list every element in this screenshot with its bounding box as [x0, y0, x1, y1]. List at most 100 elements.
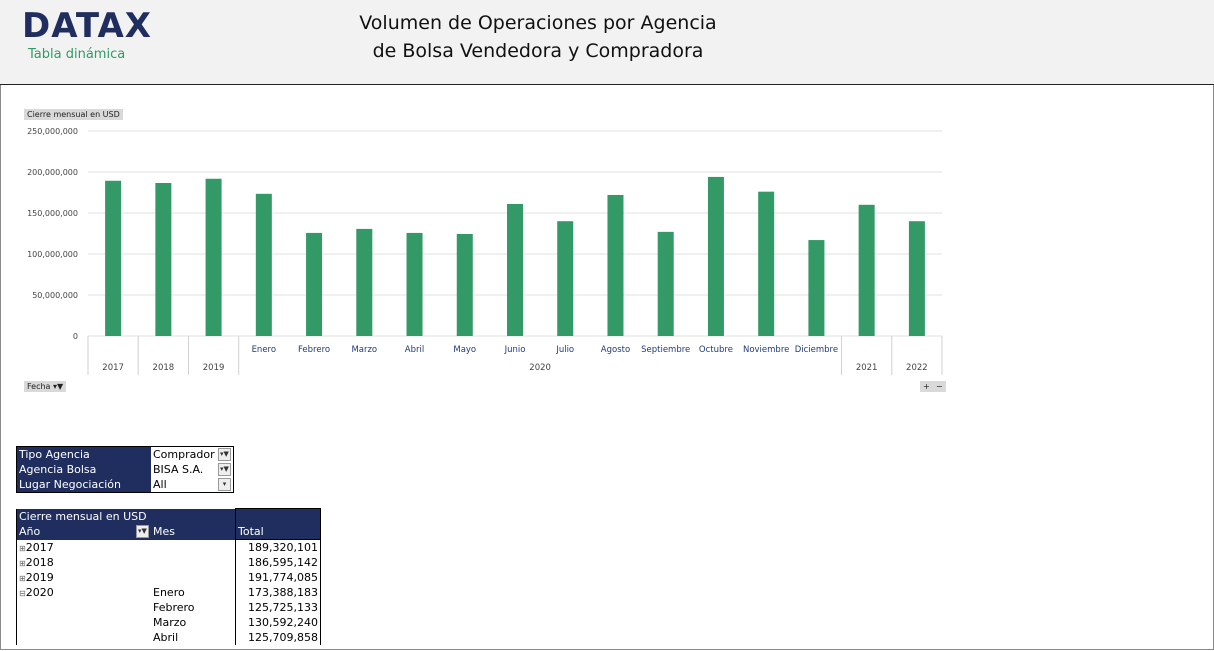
bar[interactable] [105, 180, 122, 336]
bar[interactable] [205, 178, 222, 336]
filter-label: Agencia Bolsa [16, 462, 151, 477]
year-cell[interactable]: ⊟2020 [16, 585, 151, 600]
year-cell[interactable]: ⊞2018 [16, 555, 151, 570]
filter-select[interactable]: BISA S.A. ▾▼ [151, 462, 234, 477]
bar[interactable] [406, 232, 423, 336]
bar[interactable] [306, 232, 323, 336]
bar[interactable] [456, 233, 473, 336]
total-cell: 173,388,183 [235, 585, 321, 600]
month-cell: Marzo [153, 616, 187, 629]
filter-icon[interactable]: ▾▼ [218, 448, 231, 461]
year-cell[interactable] [16, 630, 151, 645]
x-tick-label: 2017 [102, 363, 124, 373]
x-tick-label: Septiembre [641, 345, 690, 355]
filter-icon[interactable]: ▾▼ [218, 463, 231, 476]
x-tick-label: Mayo [453, 345, 476, 355]
logo: DATAX [22, 6, 152, 46]
month-cell: Abril [153, 631, 179, 644]
month-cell: Enero [153, 586, 185, 599]
x-tick-label: Junio [504, 345, 526, 355]
x-tick-label: Noviembre [743, 345, 789, 355]
table-row: ⊟2020 Enero 173,388,183 [16, 585, 321, 600]
bar[interactable] [255, 193, 272, 336]
x-tick-label: Abril [405, 345, 424, 355]
bar[interactable] [557, 221, 574, 336]
x-tick-label: Octubre [699, 345, 733, 355]
y-tick-label: 250,000,000 [27, 127, 78, 136]
total-cell: 191,774,085 [235, 570, 321, 585]
fecha-filter-button[interactable]: Fecha ▾▼ [24, 381, 67, 392]
x-tick-label: Marzo [351, 345, 377, 355]
x-tick-label: 2022 [906, 363, 928, 373]
bar[interactable] [858, 204, 875, 336]
bar[interactable] [356, 228, 373, 336]
bar[interactable] [155, 182, 172, 336]
filter-icon: ▾▼ [53, 382, 64, 391]
expand-toggle-icon[interactable]: ⊞ [19, 574, 26, 583]
filter-select[interactable]: All ▾ [151, 477, 234, 493]
table-row: Febrero 125,725,133 [16, 600, 321, 615]
x-tick-label: Febrero [298, 345, 330, 355]
filter-label: Lugar Negociación [16, 477, 151, 493]
filter-row: Lugar Negociación All ▾ [16, 477, 234, 493]
month-cell [151, 555, 236, 570]
bar[interactable] [607, 194, 624, 336]
page-title: Volumen de Operaciones por Agencia de Bol… [300, 9, 776, 65]
x-tick-label: 2019 [203, 363, 225, 373]
y-tick-label: 100,000,000 [27, 250, 78, 259]
expand-button[interactable]: + [920, 381, 933, 392]
total-cell: 130,592,240 [235, 615, 321, 630]
x-tick-label: Enero [252, 345, 277, 355]
year-cell[interactable] [16, 600, 151, 615]
bar[interactable] [808, 240, 825, 336]
year-cell[interactable] [16, 615, 151, 630]
expand-toggle-icon[interactable]: ⊞ [19, 559, 26, 568]
year-header[interactable]: Año ▾▼ [16, 524, 151, 540]
x-tick-label: Julio [555, 345, 574, 355]
total-cell: 125,709,858 [235, 630, 321, 645]
logo-subtitle: Tabla dinámica [28, 47, 126, 62]
filter-row: Agencia Bolsa BISA S.A. ▾▼ [16, 462, 234, 477]
group-label: 2020 [529, 363, 551, 373]
dropdown-icon[interactable]: ▾ [218, 478, 231, 491]
x-tick-label: Diciembre [795, 345, 838, 355]
year-cell[interactable]: ⊞2019 [16, 570, 151, 585]
pivot-table: Cierre mensual en USD Año ▾▼ Mes Total ⊞201… [16, 508, 321, 645]
y-tick-label: 200,000,000 [27, 168, 78, 177]
table-row: ⊞2018 186,595,142 [16, 555, 321, 570]
title-line-1: Volumen de Operaciones por Agencia [359, 12, 717, 34]
value-header: Cierre mensual en USD [16, 508, 236, 524]
total-header: Total [235, 524, 321, 540]
filter-icon[interactable]: ▾▼ [136, 525, 149, 539]
value-field-button[interactable]: Cierre mensual en USD [24, 109, 123, 120]
filter-row: Tipo Agencia Comprador ▾▼ [16, 446, 234, 463]
expand-toggle-icon[interactable]: ⊟ [19, 589, 26, 598]
table-row: Abril 125,709,858 [16, 630, 321, 645]
fecha-label: Fecha [27, 382, 51, 391]
filter-select[interactable]: Comprador ▾▼ [151, 447, 234, 463]
x-tick-label: 2021 [856, 363, 878, 373]
x-tick-label: 2018 [153, 363, 175, 373]
month-header[interactable]: Mes [151, 524, 236, 540]
total-cell: 186,595,142 [235, 555, 321, 570]
bar-chart: 250,000,000 200,000,000 150,000,000 100,000… [27, 127, 943, 375]
bar[interactable] [908, 221, 925, 336]
month-cell [151, 540, 236, 556]
y-tick-label: 150,000,000 [27, 209, 78, 218]
expand-toggle-icon[interactable]: ⊞ [19, 543, 26, 553]
month-cell: Febrero [153, 601, 195, 614]
y-tick-label: 50,000,000 [32, 291, 78, 300]
collapse-button[interactable]: − [933, 381, 946, 392]
bar[interactable] [657, 231, 674, 336]
header: DATAX Tabla dinámica Volumen de Operacio… [0, 0, 1214, 85]
bar[interactable] [758, 191, 775, 336]
bar[interactable] [707, 176, 724, 336]
month-cell [151, 570, 236, 585]
y-tick-label: 0 [73, 332, 78, 341]
year-cell[interactable]: ⊞2017 [16, 539, 151, 555]
title-line-2: de Bolsa Vendedora y Compradora [372, 40, 704, 62]
bar[interactable] [507, 203, 523, 336]
filters-table: Tipo Agencia Comprador ▾▼ Agencia Bolsa BISA… [16, 446, 234, 493]
table-row: Marzo 130,592,240 [16, 615, 321, 630]
total-cell: 125,725,133 [235, 600, 321, 615]
